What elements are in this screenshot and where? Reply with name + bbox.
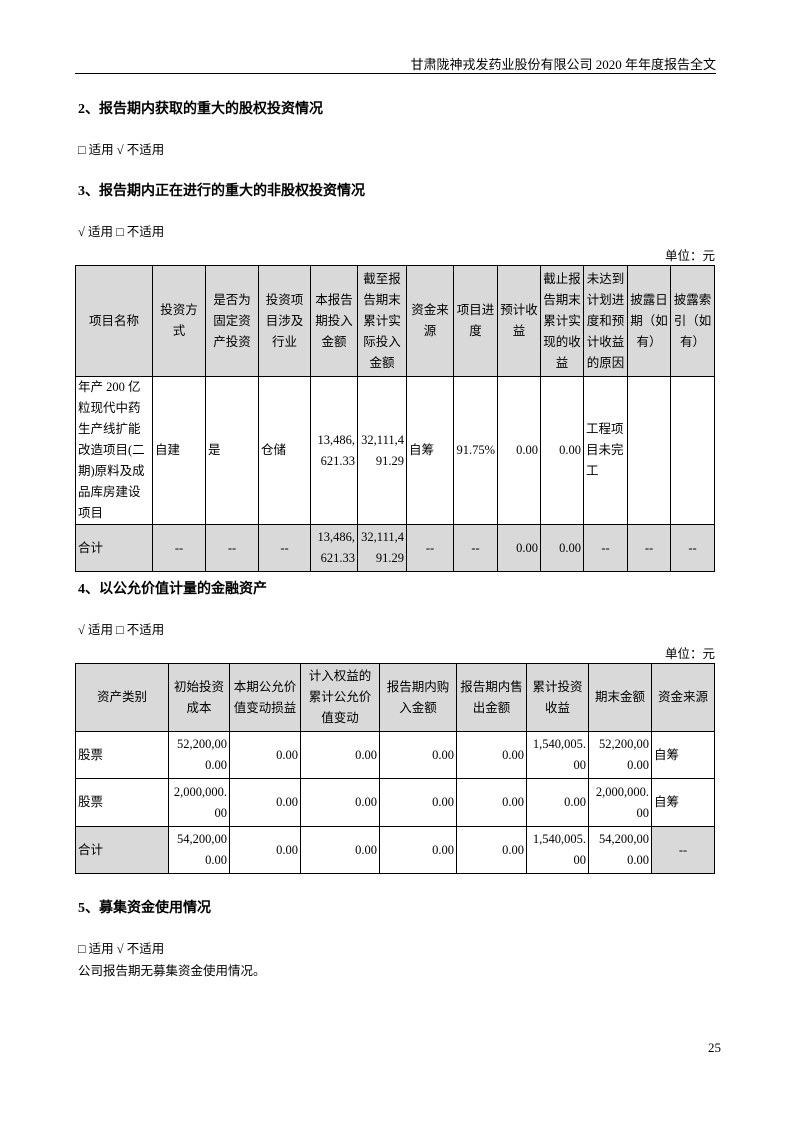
page-number: 25	[708, 1040, 721, 1055]
table-cell: 合计	[75, 826, 169, 874]
table-cell: 52,200,000.00	[168, 731, 230, 779]
table-cell: 1,540,005.00	[526, 826, 589, 874]
column-header: 计入权益的累计公允价值变动	[300, 663, 380, 732]
table-cell: 32,111,491.29	[357, 524, 407, 572]
fair-value-assets-table: 资产类别 初始投资成本 本期公允价值变动损益 计入权益的累计公允价值变动 报告期内购入金…	[75, 663, 715, 874]
table-cell: 13,486,621.33	[310, 376, 358, 525]
table-cell: 0.00	[300, 778, 380, 827]
table-cell: 股票	[75, 731, 169, 779]
table-cell: 0.00	[456, 731, 527, 779]
table-row: 年产 200 亿粒现代中药生产线扩能改造项目(二期)原料及成品库房建设项目 自建是…	[75, 376, 715, 525]
column-header: 期末金额	[588, 663, 652, 732]
column-header: 预计收益	[497, 265, 541, 377]
column-header: 投资项目涉及行业	[258, 265, 311, 377]
table-cell: 是	[205, 376, 259, 525]
table-cell: 0.00	[526, 778, 589, 827]
column-header: 初始投资成本	[168, 663, 230, 732]
table-cell: 91.75%	[453, 376, 498, 525]
column-header: 本报告期投入金额	[310, 265, 358, 377]
table-cell: --	[583, 524, 628, 572]
table-cell: 自筹	[651, 778, 715, 827]
table-cell: 2,000,000.00	[168, 778, 230, 827]
column-header: 截止报告期末累计实现的收益	[540, 265, 584, 377]
column-header: 累计投资收益	[526, 663, 589, 732]
table-cell	[670, 376, 715, 525]
section-2-title: 2、报告期内获取的重大的股权投资情况	[78, 102, 323, 117]
table-cell: 0.00	[456, 778, 527, 827]
column-header: 是否为固定资产投资	[205, 265, 259, 377]
column-header: 报告期内售出金额	[456, 663, 527, 732]
column-header: 项目进度	[453, 265, 498, 377]
table-cell: 0.00	[229, 778, 301, 827]
table-cell: 股票	[75, 778, 169, 827]
table-cell: 0.00	[456, 826, 527, 874]
table-cell: 工程项目未完工	[583, 376, 628, 525]
column-header: 本期公允价值变动损益	[229, 663, 301, 732]
table-row: 合计 -- -- -- 13,486,621.33 32,111,491.29 -- -- 0.…	[75, 524, 715, 572]
table-cell: --	[627, 524, 671, 572]
column-header: 资金来源	[406, 265, 454, 377]
section-5-applicability: □ 适用 √ 不适用	[78, 942, 165, 956]
table-cell: 0.00	[497, 376, 541, 525]
section-4-applicability: √ 适用 □ 不适用	[78, 623, 165, 637]
column-header: 截至报告期末累计实际投入金额	[357, 265, 407, 377]
table-cell: 1,540,005.00	[526, 731, 589, 779]
column-header: 项目名称	[75, 265, 153, 377]
column-header: 未达到计划进度和预计收益的原因	[583, 265, 628, 377]
header-divider	[75, 73, 716, 74]
section-3-unit: 单位：元	[664, 249, 715, 263]
column-header: 披露索引（如有）	[670, 265, 715, 377]
table-cell: --	[453, 524, 498, 572]
table-cell: 合计	[75, 524, 153, 572]
non-equity-investment-table: 项目名称 投资方式 是否为固定资产投资 投资项目涉及行业 本报告期投入金额 截至报告期末累…	[75, 265, 715, 572]
table-cell: 仓储	[258, 376, 311, 525]
column-header: 披露日期（如有）	[627, 265, 671, 377]
table-cell: 自筹	[651, 731, 715, 779]
section-4-title: 4、以公允价值计量的金融资产	[78, 582, 267, 597]
table-cell: 自建	[152, 376, 206, 525]
table-cell: 0.00	[379, 826, 457, 874]
table-cell: --	[670, 524, 715, 572]
table-cell: 0.00	[229, 731, 301, 779]
table-cell: 0.00	[229, 826, 301, 874]
table-cell: 0.00	[379, 778, 457, 827]
table-cell: 54,200,000.00	[168, 826, 230, 874]
table-cell: 54,200,000.00	[588, 826, 652, 874]
table-cell: 13,486,621.33	[310, 524, 358, 572]
table-cell: 年产 200 亿粒现代中药生产线扩能改造项目(二期)原料及成品库房建设项目	[75, 376, 153, 525]
column-header: 资产类别	[75, 663, 169, 732]
table-cell: 0.00	[300, 731, 380, 779]
table-cell: 2,000,000.00	[588, 778, 652, 827]
section-4-unit: 单位：元	[664, 647, 715, 661]
table-cell: --	[205, 524, 259, 572]
section-5-note: 公司报告期无募集资金使用情况。	[78, 964, 266, 978]
table-cell: 52,200,000.00	[588, 731, 652, 779]
table-cell: 0.00	[379, 731, 457, 779]
table-cell	[627, 376, 671, 525]
table-cell: --	[651, 826, 715, 874]
table-row: 股票 2,000,000.00 0.00 0.00 0.00 0.00 0.00 2,000,…	[75, 778, 715, 827]
section-3-applicability: √ 适用 □ 不适用	[78, 225, 165, 239]
table-cell: --	[152, 524, 206, 572]
table-cell: 0.00	[540, 524, 584, 572]
table-cell: 0.00	[300, 826, 380, 874]
section-5-title: 5、募集资金使用情况	[78, 901, 211, 916]
column-header: 投资方式	[152, 265, 206, 377]
table-cell: 0.00	[540, 376, 584, 525]
table-cell: 32,111,491.29	[357, 376, 407, 525]
column-header: 报告期内购入金额	[379, 663, 457, 732]
section-3-title: 3、报告期内正在进行的重大的非股权投资情况	[78, 184, 365, 199]
table-cell: 自筹	[406, 376, 454, 525]
table-row: 合计 54,200,000.00 0.00 0.00 0.00 0.00 1,540,005…	[75, 826, 715, 874]
table-cell: --	[258, 524, 311, 572]
report-header-title: 甘肃陇神戎发药业股份有限公司 2020 年年度报告全文	[410, 57, 716, 72]
table-row: 股票 52,200,000.00 0.00 0.00 0.00 0.00 1,540,005…	[75, 731, 715, 779]
column-header: 资金来源	[651, 663, 715, 732]
table-cell: 0.00	[497, 524, 541, 572]
table-cell: --	[406, 524, 454, 572]
section-2-applicability: □ 适用 √ 不适用	[78, 143, 165, 157]
